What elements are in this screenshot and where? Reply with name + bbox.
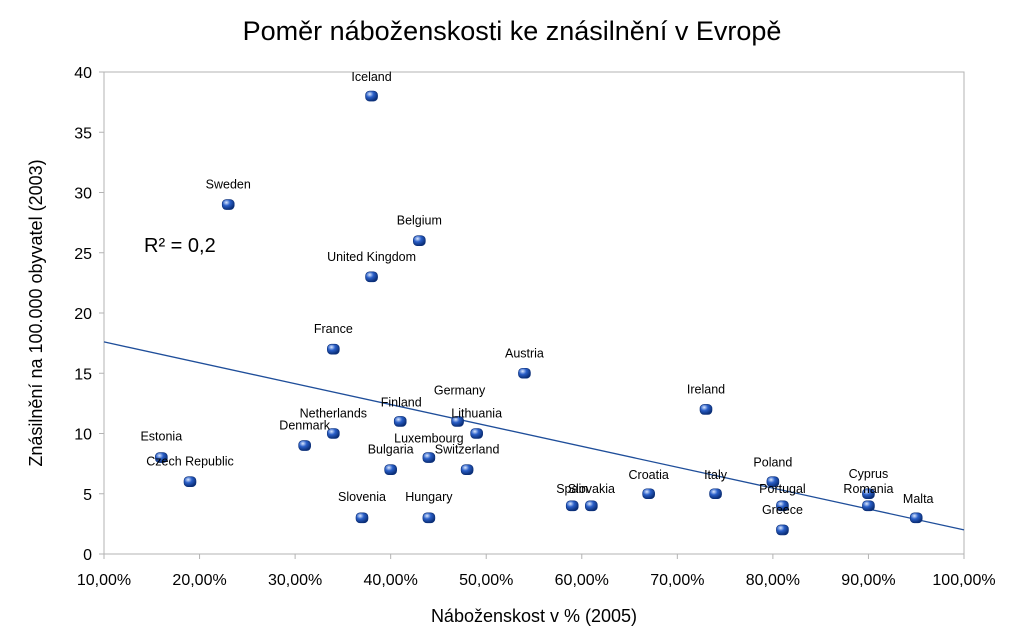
y-tick-label: 15	[74, 366, 92, 383]
data-point	[642, 488, 655, 500]
data-label: Finland	[381, 395, 422, 409]
trendline-group	[103, 341, 965, 531]
data-point	[766, 476, 780, 488]
r-squared-annotation: R² = 0,2	[144, 235, 216, 257]
data-point	[776, 524, 789, 536]
y-tick-label: 35	[74, 125, 92, 142]
x-tick-label: 40,00%	[364, 572, 418, 589]
data-point	[384, 464, 397, 475]
data-point	[776, 500, 789, 512]
data-point	[565, 500, 579, 512]
data-label: Denmark	[279, 419, 330, 433]
data-point	[221, 199, 235, 210]
x-tick-label: 30,00%	[268, 572, 322, 589]
data-point	[327, 343, 340, 355]
data-point	[155, 452, 168, 463]
x-tick-label: 60,00%	[555, 572, 609, 589]
x-tick-label: 80,00%	[746, 572, 800, 589]
data-label: France	[314, 322, 353, 336]
y-tick-label: 0	[83, 547, 92, 564]
data-point	[327, 428, 340, 439]
data-label: Luxembourg	[394, 432, 464, 446]
data-label: Hungary	[405, 490, 453, 504]
data-point	[451, 416, 464, 427]
x-tick-label: 100,00%	[932, 572, 995, 589]
data-label: Estonia	[140, 430, 182, 444]
data-label: Greece	[762, 503, 803, 517]
data-point	[365, 90, 378, 102]
data-label: Czech Republic	[146, 455, 234, 469]
data-label: Belgium	[397, 214, 442, 228]
axes-group: 0 5 10 15 20 25 30 35 40 10,00% 20,00% 30,00% 40,00%…	[74, 65, 995, 589]
data-label: Sweden	[206, 178, 251, 192]
x-tick-label: 70,00%	[650, 572, 704, 589]
data-label: Lithuania	[451, 407, 502, 421]
data-point	[518, 367, 531, 379]
data-label: Bulgaria	[368, 443, 414, 457]
data-point	[298, 440, 311, 451]
data-label: Italy	[704, 468, 728, 482]
data-label: Ireland	[687, 382, 725, 396]
data-point	[413, 235, 426, 246]
data-point	[862, 488, 875, 500]
y-tick-label: 10	[74, 427, 92, 444]
data-point	[183, 476, 197, 488]
x-tick-label: 90,00%	[841, 572, 895, 589]
data-point	[470, 428, 483, 439]
x-tick-label: 10,00%	[77, 572, 131, 589]
trendline	[103, 341, 965, 531]
data-label: Croatia	[629, 468, 669, 482]
data-label: United Kingdom	[327, 250, 416, 264]
data-point	[365, 271, 378, 283]
data-point	[393, 416, 407, 427]
data-point	[422, 452, 436, 463]
data-point	[422, 512, 436, 524]
y-tick-label: 25	[74, 246, 92, 263]
data-label: Slovenia	[338, 490, 386, 504]
data-point	[460, 464, 474, 475]
data-point	[709, 488, 722, 500]
point-labels-group: Iceland Sweden Belgium United Kingdom France…	[140, 70, 933, 517]
x-axis-title: Náboženskost v % (2005)	[431, 606, 637, 626]
y-tick-label: 20	[74, 306, 92, 323]
data-label: Romania	[843, 482, 893, 496]
y-axis-title: Znásilnění na 100.000 obyvatel (2003)	[26, 159, 46, 466]
data-label: Poland	[753, 456, 792, 470]
data-label: Portugal	[759, 482, 806, 496]
data-label: Germany	[434, 383, 486, 397]
y-tick-label: 5	[83, 487, 92, 504]
data-point	[699, 404, 713, 415]
data-label: Slovakia	[568, 482, 615, 496]
data-label: Austria	[505, 346, 544, 360]
data-label: Switzerland	[435, 443, 500, 457]
data-point	[355, 512, 369, 524]
data-point	[862, 500, 875, 512]
points-group	[155, 90, 923, 536]
data-point	[585, 500, 598, 512]
plot-area-frame	[103, 71, 965, 555]
data-label: Cyprus	[849, 467, 889, 481]
x-tick-label: 20,00%	[172, 572, 226, 589]
y-tick-label: 40	[74, 65, 92, 82]
chart-title: Poměr náboženskosti ke znásilnění v Evro…	[243, 16, 782, 46]
data-label: Malta	[903, 492, 934, 506]
x-tick-label: 50,00%	[459, 572, 513, 589]
data-label: Spain	[556, 482, 588, 496]
y-tick-label: 30	[74, 186, 92, 203]
data-label: Netherlands	[300, 407, 367, 421]
data-label: Iceland	[351, 70, 391, 84]
data-point	[909, 512, 923, 524]
